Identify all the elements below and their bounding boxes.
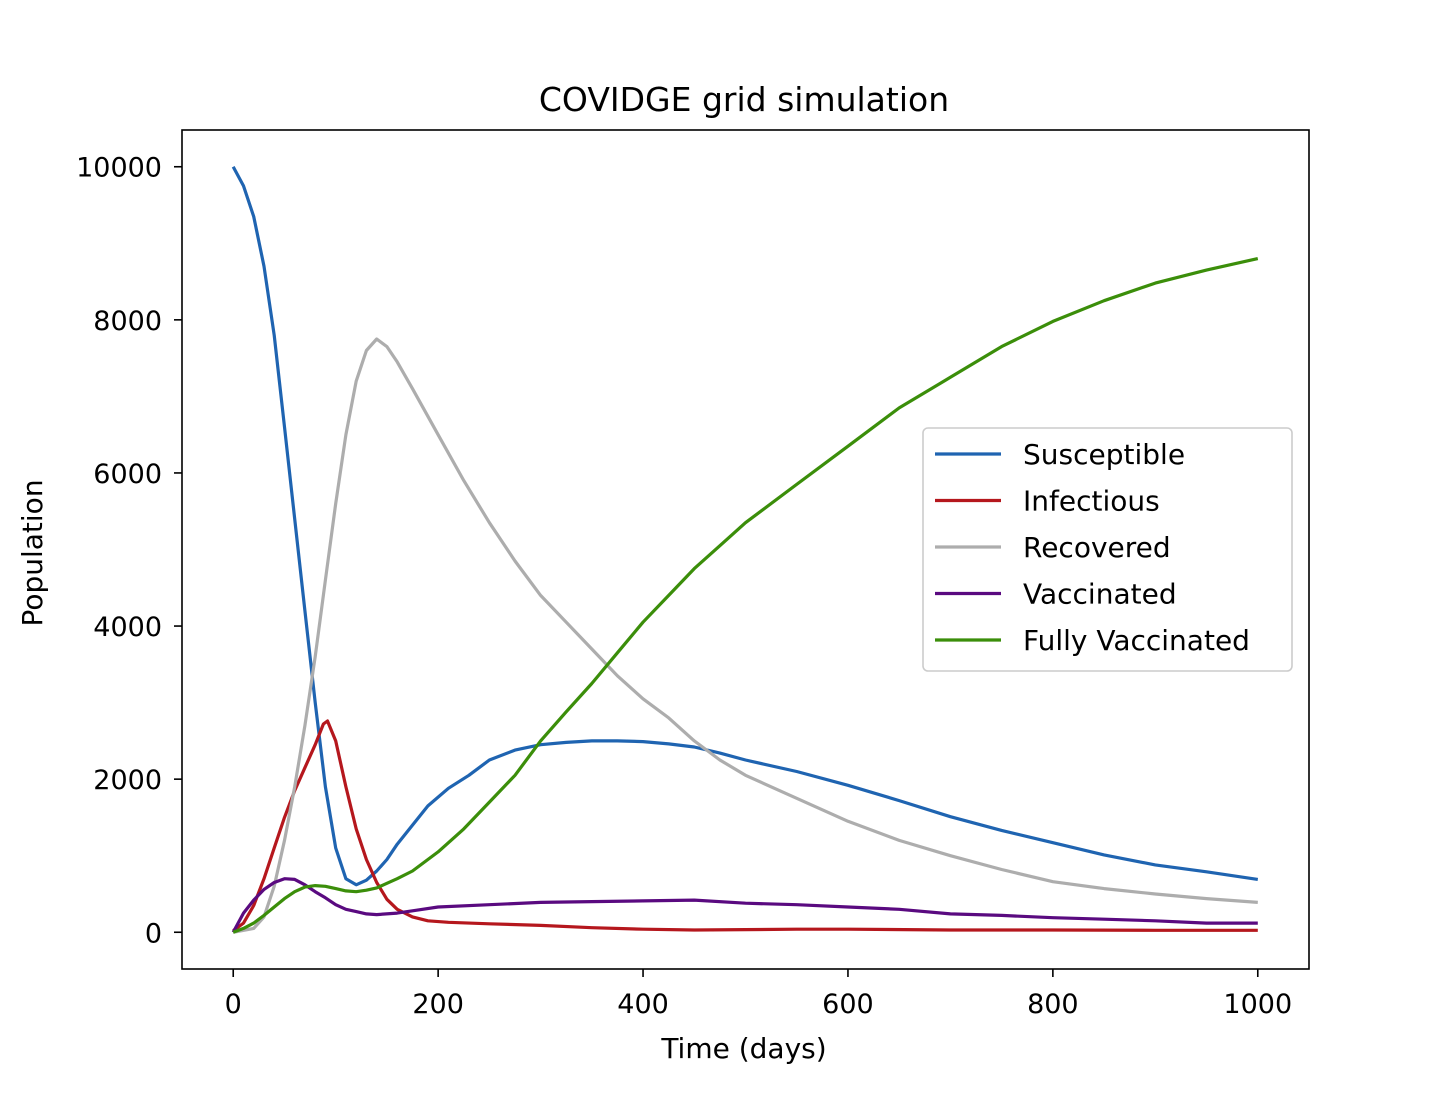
y-tick-label: 2000 — [93, 765, 162, 796]
y-tick-label: 6000 — [93, 459, 162, 490]
x-tick-label: 400 — [617, 989, 669, 1020]
legend-label-infectious: Infectious — [1023, 485, 1160, 518]
series-line-infectious — [232, 719, 1258, 932]
series-layer — [231, 165, 1259, 934]
legend-label-susceptible: Susceptible — [1023, 438, 1185, 471]
y-tick-label: 0 — [145, 918, 162, 949]
x-axis-label: Time (days) — [660, 1032, 826, 1065]
x-tick-label: 0 — [225, 989, 242, 1020]
series-line-fully-vaccinated — [232, 257, 1259, 934]
plot-area-frame — [181, 129, 1310, 970]
y-tick-label: 4000 — [93, 612, 162, 643]
series-line-recovered — [232, 337, 1258, 934]
x-tick-label: 800 — [1027, 989, 1079, 1020]
x-tick-label: 1000 — [1223, 989, 1292, 1020]
y-tick-label: 8000 — [93, 306, 162, 337]
legend-box — [922, 427, 1293, 672]
y-axis-label: Population — [16, 479, 49, 626]
legend-label-vaccinated: Vaccinated — [1023, 578, 1177, 611]
legend-label-fully-vaccinated: Fully Vaccinated — [1023, 624, 1250, 657]
legend-label-recovered: Recovered — [1023, 531, 1171, 564]
legend: Susceptible Infectious Recovered Vaccinated… — [922, 427, 1293, 672]
x-axis: 0 200 400 600 800 1000 — [225, 969, 1292, 1020]
series-line-susceptible — [231, 165, 1259, 887]
series-line-vaccinated — [231, 877, 1258, 934]
y-tick-label: 10000 — [76, 153, 162, 184]
chart-title: COVIDGE grid simulation — [539, 80, 949, 119]
x-tick-label: 200 — [412, 989, 464, 1020]
x-tick-label: 600 — [822, 989, 874, 1020]
y-axis: 0 2000 4000 6000 8000 10000 — [76, 153, 182, 949]
